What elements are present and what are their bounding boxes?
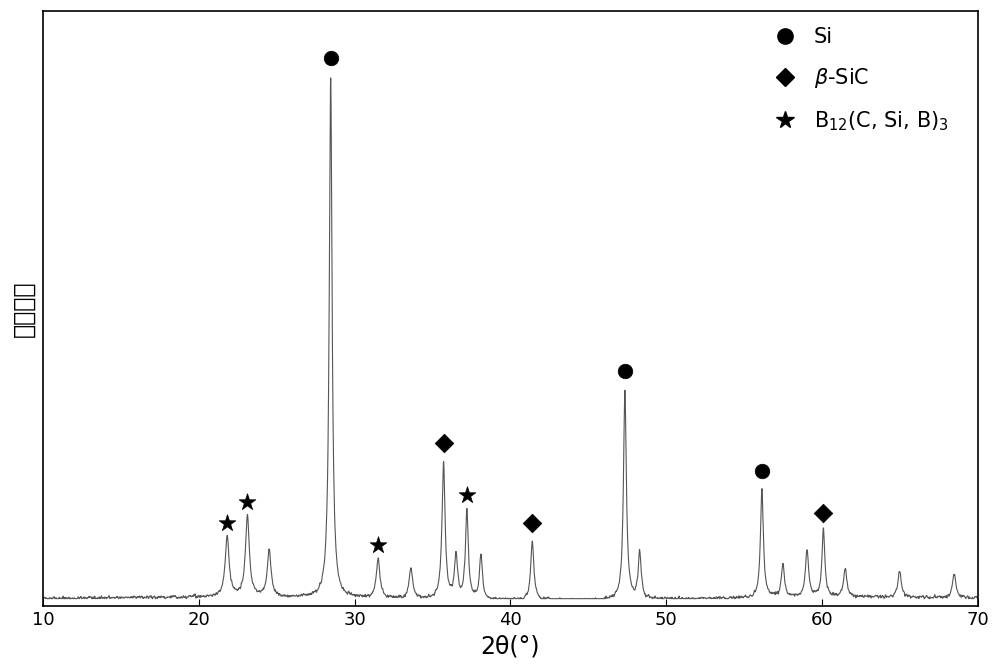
Point xyxy=(617,366,633,377)
Point xyxy=(370,540,386,551)
Point xyxy=(815,507,831,518)
X-axis label: 2θ(°): 2θ(°) xyxy=(481,635,540,659)
Y-axis label: 相对强度: 相对强度 xyxy=(11,281,35,337)
Point xyxy=(754,466,770,476)
Point xyxy=(436,438,452,448)
Point xyxy=(459,489,475,500)
Point xyxy=(239,497,255,508)
Point xyxy=(323,52,339,63)
Point xyxy=(524,518,540,529)
Point xyxy=(219,518,235,529)
Legend: Si, $\beta$-SiC, B$_{12}$(C, Si, B)$_{3}$: Si, $\beta$-SiC, B$_{12}$(C, Si, B)$_{3}… xyxy=(764,27,948,133)
